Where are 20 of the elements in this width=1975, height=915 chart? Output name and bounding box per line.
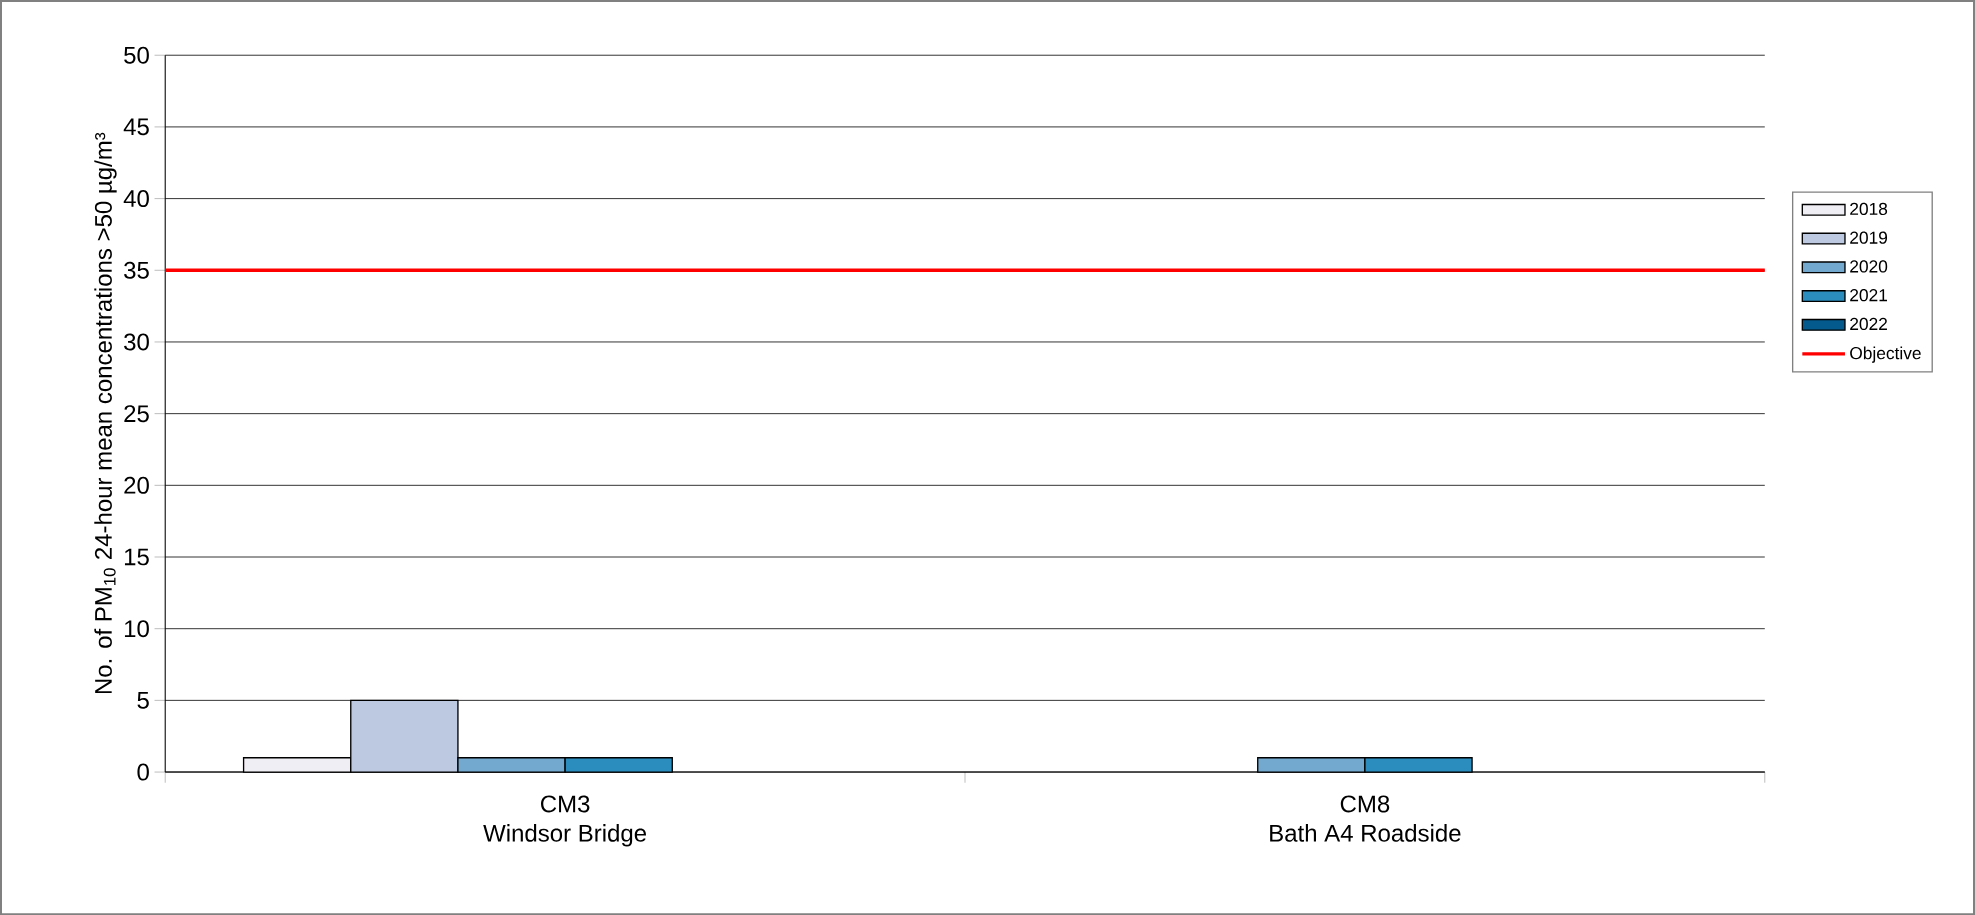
y-tick-label: 40 bbox=[123, 189, 149, 207]
y-tick-label: 25 bbox=[124, 405, 149, 423]
y-tick-label: 50 bbox=[124, 46, 149, 64]
legend-label: 2018 bbox=[1850, 202, 1888, 215]
y-tick-label: 45 bbox=[123, 118, 149, 136]
legend-label: 2020 bbox=[1850, 260, 1888, 273]
y-tick-label: 20 bbox=[124, 476, 149, 494]
legend-label: 2021 bbox=[1850, 288, 1888, 302]
y-tick-label: 5 bbox=[137, 691, 149, 709]
y-tick-label: 0 bbox=[137, 763, 149, 781]
y-tick-label: 10 bbox=[124, 620, 149, 638]
legend-label: 2022 bbox=[1850, 317, 1887, 330]
y-axis-title: No. of PM$_{10}$ 24-hour mean concentrations >50 µg/m³ bbox=[94, 132, 117, 693]
legend-label: 2019 bbox=[1850, 231, 1888, 244]
x-tick-label: CM8 Bath A4 Roadside bbox=[1270, 795, 1461, 842]
y-tick-label: 15 bbox=[124, 548, 149, 566]
legend-label: Objective bbox=[1850, 346, 1921, 363]
x-tick-label: CM3 Windsor Bridge bbox=[483, 795, 646, 847]
y-tick-label: 30 bbox=[124, 333, 149, 351]
y-tick-label: 35 bbox=[124, 261, 149, 279]
